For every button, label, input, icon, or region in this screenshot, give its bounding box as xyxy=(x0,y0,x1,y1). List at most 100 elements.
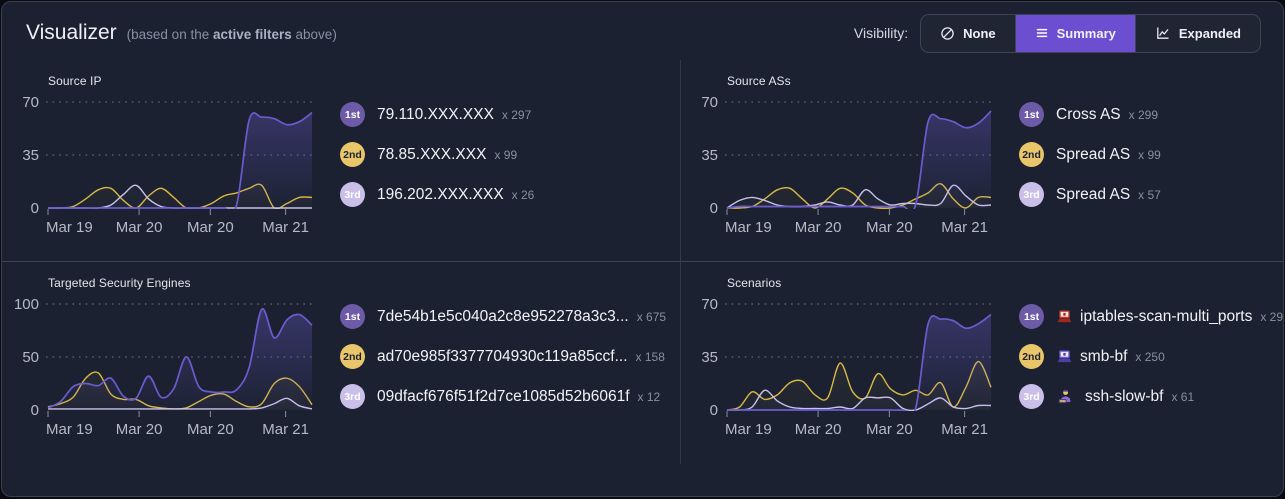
rank-name: Spread AS xyxy=(1056,185,1131,203)
hacker-icon xyxy=(1056,388,1073,405)
panel-targeted-security-engines: Targeted Security Engines 0 50 100 Mar 19 Ma… xyxy=(2,262,682,464)
rank-count: x 299 xyxy=(1128,107,1159,122)
svg-text:Mar 19: Mar 19 xyxy=(46,421,93,438)
svg-text:Mar 20: Mar 20 xyxy=(116,219,163,236)
svg-text:Mar 21: Mar 21 xyxy=(262,421,309,438)
rank-count: x 99 xyxy=(494,147,518,162)
visibility-group: Visibility: None Summary xyxy=(853,13,1261,53)
rank-name: 78.85.XXX.XXX xyxy=(377,145,487,163)
rank-row[interactable]: 2nd 78.85.XXX.XXX x 99 xyxy=(340,142,666,167)
visibility-label: Visibility: xyxy=(853,25,909,41)
rank-name: smb-bf xyxy=(1080,347,1128,365)
chart-title: Targeted Security Engines xyxy=(48,276,191,290)
chart-scenarios[interactable]: 0 35 70 Mar 19 Mar 20 Mar 20 Mar 21 xyxy=(693,292,997,442)
chart-title: Source IP xyxy=(48,74,102,88)
chart-title: Scenarios xyxy=(727,276,782,290)
rank-name: iptables-scan-multi_ports xyxy=(1080,307,1253,325)
charts-grid: Source IP 0 35 70 Mar 19 Mar 20 Mar 20 Mar 21 … xyxy=(2,60,1283,496)
rank-count: x 57 xyxy=(1138,187,1161,202)
rank-row[interactable]: 3rd 09dfacf676f51f2d7ce1085d52b6061f x 1… xyxy=(340,384,666,409)
rank-badge: 3rd xyxy=(340,384,365,409)
rank-list: 1st iptables-scan-multi_ports x 298 2nd … xyxy=(997,266,1283,409)
svg-text:70: 70 xyxy=(22,94,39,111)
chart-title: Source ASs xyxy=(727,74,791,88)
svg-text:0: 0 xyxy=(31,200,39,217)
visibility-segmented-control: None Summary Expanded xyxy=(920,13,1261,53)
rank-row[interactable]: 3rd 196.202.XXX.XXX x 26 xyxy=(340,182,666,207)
rank-name: 7de54b1e5c040a2c8e952278a3c3... xyxy=(377,307,629,325)
svg-text:0: 0 xyxy=(710,402,718,419)
rank-name: ad70e985f3377704930c119a85ccf... xyxy=(377,347,628,365)
rank-row[interactable]: 3rd Spread AS x 57 xyxy=(1019,182,1283,207)
rank-name: 79.110.XXX.XXX xyxy=(377,105,494,123)
chart-targeted-security-engines[interactable]: 0 50 100 Mar 19 Mar 20 Mar 20 Mar 21 xyxy=(14,292,318,442)
rank-row[interactable]: 3rd ssh-slow-bf x 61 xyxy=(1019,384,1283,409)
svg-text:Mar 21: Mar 21 xyxy=(941,421,988,438)
visibility-expanded-button[interactable]: Expanded xyxy=(1134,14,1260,52)
chart-source-ip[interactable]: 0 35 70 Mar 19 Mar 20 Mar 20 Mar 21 xyxy=(14,90,318,240)
summary-icon xyxy=(1035,26,1049,40)
rank-badge: 1st xyxy=(340,102,365,127)
svg-text:Mar 19: Mar 19 xyxy=(46,219,93,236)
panel-source-ip: Source IP 0 35 70 Mar 19 Mar 20 Mar 20 Mar 21 … xyxy=(2,60,682,262)
rank-list: 1st Cross AS x 299 2nd Spread AS x 99 3r… xyxy=(997,64,1283,207)
svg-text:Mar 21: Mar 21 xyxy=(262,219,309,236)
svg-text:Mar 20: Mar 20 xyxy=(866,219,913,236)
rank-name: 09dfacf676f51f2d7ce1085d52b6061f xyxy=(377,387,630,405)
svg-text:Mar 19: Mar 19 xyxy=(725,219,772,236)
rank-row[interactable]: 2nd Spread AS x 99 xyxy=(1019,142,1283,167)
rank-badge: 3rd xyxy=(1019,384,1045,409)
chart-block: Scenarios 0 35 70 Mar 19 Mar 20 Mar 20 Mar 21 xyxy=(693,266,997,442)
rank-badge: 3rd xyxy=(1019,182,1045,207)
rank-name: 196.202.XXX.XXX xyxy=(377,185,504,203)
svg-text:70: 70 xyxy=(701,94,718,111)
rank-badge: 1st xyxy=(340,304,365,329)
rank-count: x 12 xyxy=(637,389,661,404)
chart-block: Source ASs 0 35 70 Mar 19 Mar 20 Mar 20 Mar 21 xyxy=(693,64,997,240)
rank-list: 1st 7de54b1e5c040a2c8e952278a3c3... x 67… xyxy=(318,266,666,409)
rank-badge: 2nd xyxy=(340,142,365,167)
svg-text:Mar 20: Mar 20 xyxy=(187,421,234,438)
svg-text:Mar 20: Mar 20 xyxy=(116,421,163,438)
svg-text:Mar 20: Mar 20 xyxy=(795,219,842,236)
rank-badge: 1st xyxy=(1019,102,1045,127)
chart-block: Targeted Security Engines 0 50 100 Mar 19 Ma… xyxy=(14,266,318,442)
panel-scenarios: Scenarios 0 35 70 Mar 19 Mar 20 Mar 20 Mar 21 … xyxy=(681,262,1283,464)
rank-row[interactable]: 1st Cross AS x 299 xyxy=(1019,102,1283,127)
rank-count: x 250 xyxy=(1135,349,1165,364)
page-subtitle: (based on the active filters above) xyxy=(126,27,337,42)
rank-list: 1st 79.110.XXX.XXX x 297 2nd 78.85.XXX.X… xyxy=(318,64,666,207)
svg-text:50: 50 xyxy=(22,349,39,366)
rank-count: x 26 xyxy=(511,187,535,202)
rank-count: x 61 xyxy=(1171,389,1195,404)
rank-count: x 158 xyxy=(635,349,665,364)
rank-row[interactable]: 1st 79.110.XXX.XXX x 297 xyxy=(340,102,666,127)
title-group: Visualizer (based on the active filters … xyxy=(26,21,337,45)
expanded-icon xyxy=(1155,25,1171,41)
svg-text:35: 35 xyxy=(701,147,718,164)
svg-text:Mar 21: Mar 21 xyxy=(941,219,988,236)
svg-text:Mar 20: Mar 20 xyxy=(187,219,234,236)
rank-count: x 297 xyxy=(501,107,532,122)
page-title: Visualizer xyxy=(26,21,117,44)
svg-text:35: 35 xyxy=(701,349,718,366)
rank-name: Spread AS xyxy=(1056,145,1131,163)
rank-row[interactable]: 2nd smb-bf x 250 xyxy=(1019,344,1283,369)
visibility-summary-button[interactable]: Summary xyxy=(1014,14,1135,52)
svg-text:0: 0 xyxy=(31,402,39,419)
card-header: Visualizer (based on the active filters … xyxy=(2,2,1283,60)
rank-badge: 2nd xyxy=(340,344,365,369)
panel-source-ass: Source ASs 0 35 70 Mar 19 Mar 20 Mar 20 Mar 21… xyxy=(681,60,1283,262)
rank-row[interactable]: 1st 7de54b1e5c040a2c8e952278a3c3... x 67… xyxy=(340,304,666,329)
rank-row[interactable]: 2nd ad70e985f3377704930c119a85ccf... x 1… xyxy=(340,344,666,369)
chart-source-ass[interactable]: 0 35 70 Mar 19 Mar 20 Mar 20 Mar 21 xyxy=(693,90,997,240)
svg-text:100: 100 xyxy=(14,296,39,313)
rank-count: x 675 xyxy=(636,309,667,324)
svg-text:Mar 19: Mar 19 xyxy=(725,421,772,438)
svg-text:0: 0 xyxy=(710,200,718,217)
chart-block: Source IP 0 35 70 Mar 19 Mar 20 Mar 20 Mar 21 xyxy=(14,64,318,240)
rank-row[interactable]: 1st iptables-scan-multi_ports x 298 xyxy=(1019,304,1283,329)
visibility-none-button[interactable]: None xyxy=(921,15,1015,52)
rank-name: Cross AS xyxy=(1056,105,1121,123)
